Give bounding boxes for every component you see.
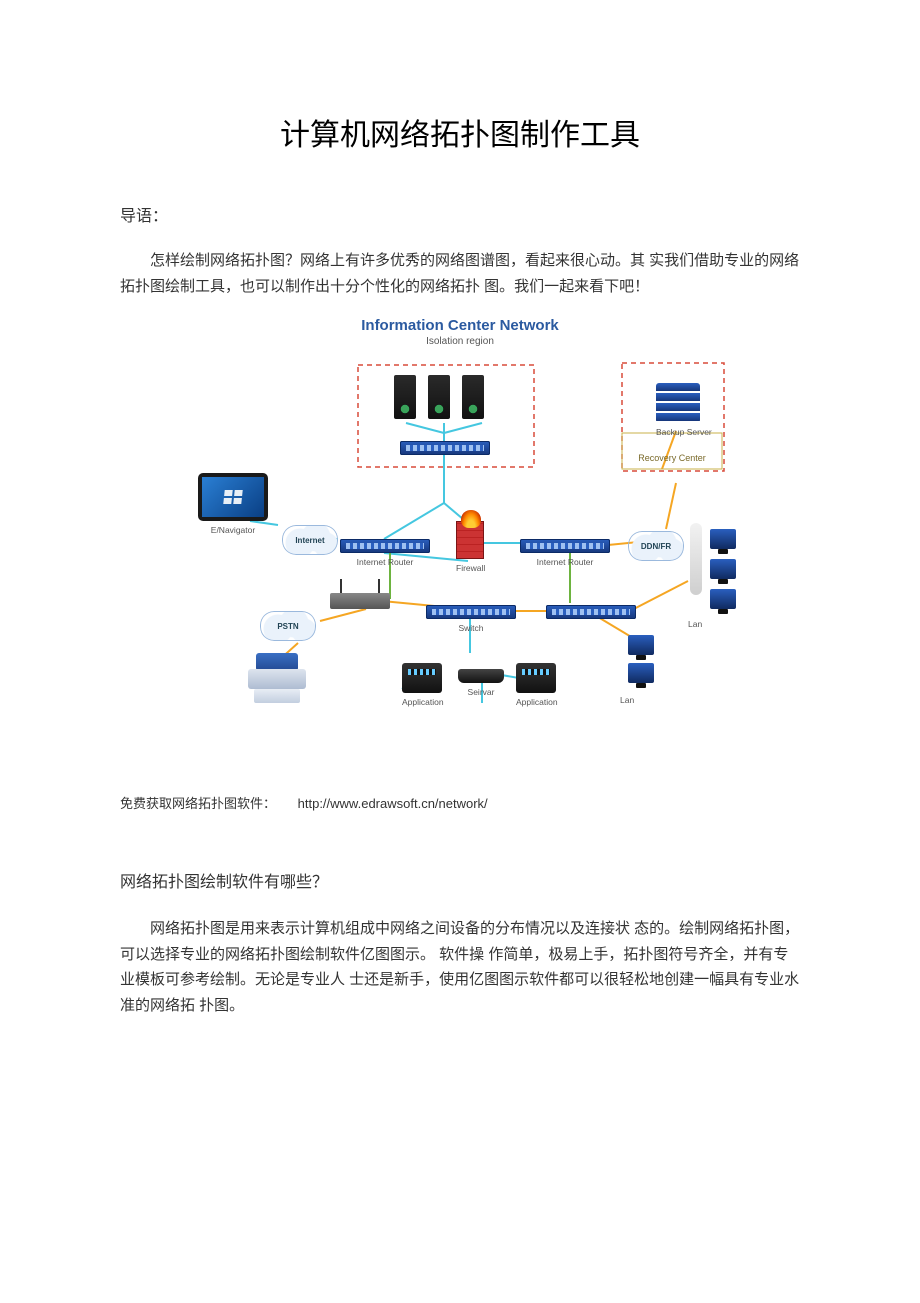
download-label: 免费获取网络拓扑图软件： [120,796,276,811]
intro-paragraph: 怎样绘制网络拓扑图？网络上有许多优秀的网络图谱图，看起来很心动。其 实我们借助专… [120,248,800,299]
pc-icon [710,559,736,579]
pc-icon [628,635,654,655]
server-icon [428,375,450,419]
router-icon: Internet Router [520,539,610,567]
diagram-title: Information Center Network [190,317,730,334]
diagram-subtitle: Isolation region [190,336,730,347]
switch-icon [400,441,490,455]
section-paragraph: 网络拓扑图是用来表示计算机组成中网络之间设备的分布情况以及连接状 态的。绘制网络… [120,916,800,1018]
switch-icon: Switch [426,605,516,633]
lan-label: Lan [688,615,702,629]
page-title: 计算机网络拓扑图制作工具 [120,110,800,154]
server-icon [394,375,416,419]
switch-icon [546,605,636,619]
printer-icon [248,653,306,703]
pc-icon [628,663,654,683]
tablet-icon: E/Navigator [198,473,268,535]
section-heading: 网络拓扑图绘制软件有哪些？ [120,868,800,892]
pc-icon [710,529,736,549]
lead-label: 导语： [120,202,800,226]
backup-server-icon: Backup Server [656,383,712,437]
lan-label: Lan [620,691,634,705]
access-point-icon [690,523,702,595]
application-icon: Application [402,663,444,707]
cloud-pstn-icon: PSTN [260,611,316,641]
download-line: 免费获取网络拓扑图软件： http://www.edrawsoft.cn/net… [120,793,800,812]
download-url[interactable]: http://www.edrawsoft.cn/network/ [298,796,488,811]
firewall-icon: Firewall [456,521,485,573]
pc-icon [710,589,736,609]
cloud-internet-icon: Internet [282,525,338,555]
server-flat-icon: Seirvar [458,669,504,697]
network-diagram: Information Center Network Isolation reg… [190,317,730,753]
server-icon [462,375,484,419]
router-icon: Internet Router [340,539,430,567]
wifi-router-icon [330,593,390,609]
recovery-center-label: Recovery Center [622,433,722,463]
application-icon: Application [516,663,558,707]
cloud-ddn-icon: DDN/FR [628,531,684,561]
